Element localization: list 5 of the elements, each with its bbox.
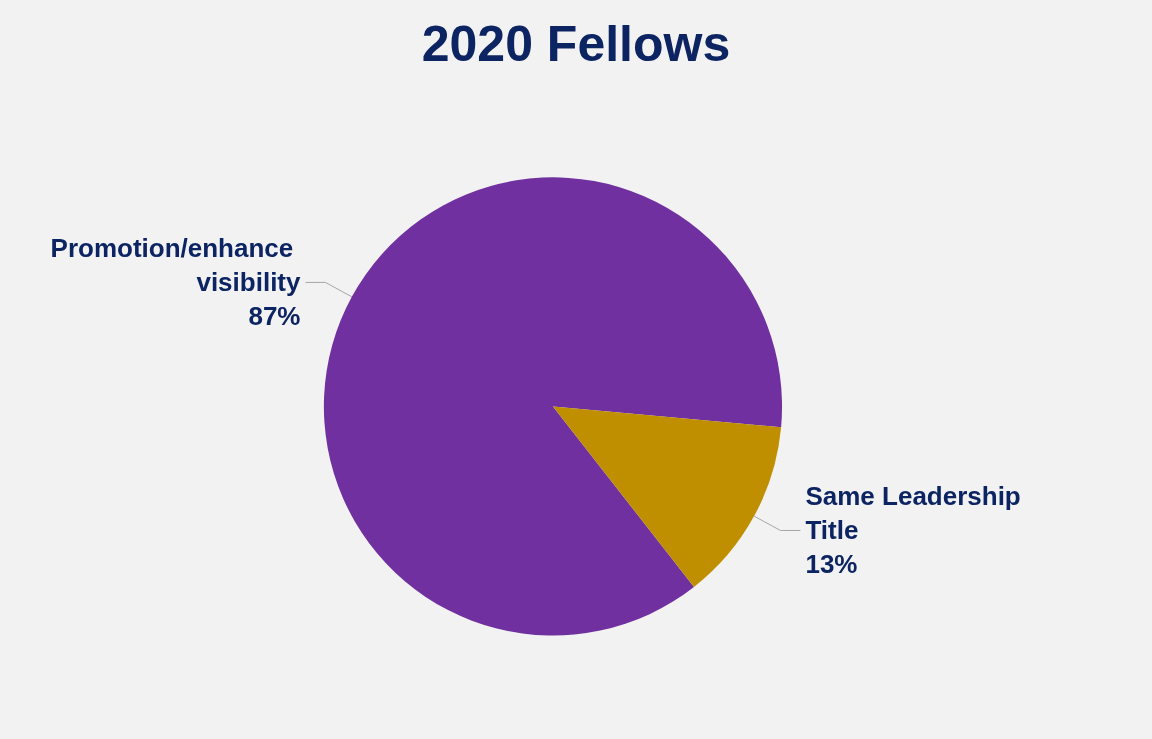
data-label: 13%: [805, 549, 858, 580]
slice-label: Same Leadership Title: [805, 481, 1028, 546]
slice-label: Promotion/enhance visibility: [50, 233, 302, 298]
data-label: 87%: [248, 301, 301, 332]
chart-title: 2020 Fellows: [421, 16, 731, 72]
